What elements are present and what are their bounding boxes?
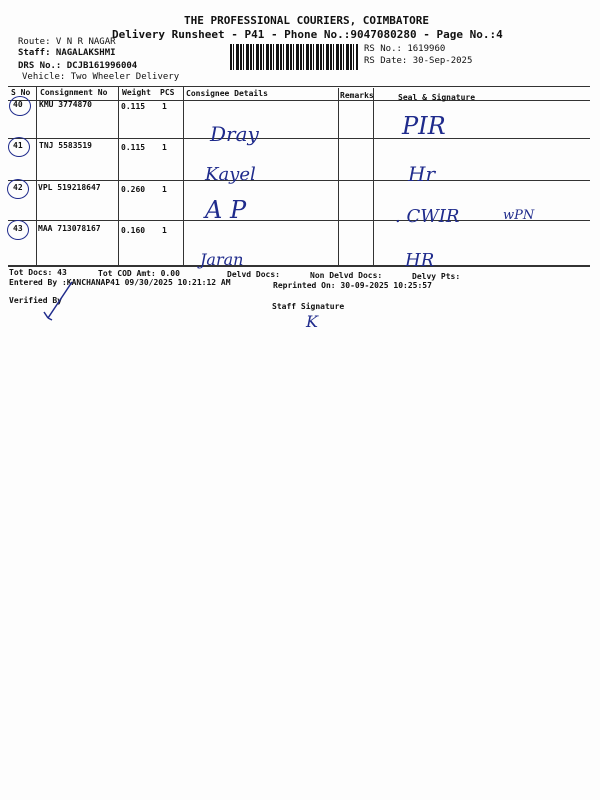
col-header-sno: S No: [11, 88, 31, 97]
rs-date: RS Date: 30-Sep-2025: [364, 56, 473, 66]
seal-signature: PIR: [402, 112, 446, 140]
weight: 0.115: [121, 102, 146, 111]
col-header-weight: Weight: [122, 88, 151, 97]
row-divider: [8, 220, 590, 221]
staff-signature-label: Staff Signature: [272, 302, 345, 311]
verified-by-signature-mark: [43, 281, 73, 321]
tot-cod-amt: Tot COD Amt: 0.00: [98, 269, 180, 278]
rs-no: RS No.: 1619960: [364, 44, 446, 54]
col-divider: [373, 88, 374, 265]
consignment-no: MAA 713078167: [38, 224, 101, 233]
sno-circle-mark: [7, 220, 29, 240]
sno-circle-mark: [8, 137, 30, 157]
pcs: 1: [162, 102, 167, 111]
sno-circle-mark: [7, 179, 29, 199]
route: Route: V N R NAGAR: [18, 37, 116, 47]
sno: 41: [13, 141, 23, 150]
weight: 0.160: [121, 226, 146, 235]
col-divider: [183, 86, 184, 265]
col-divider: [36, 86, 37, 265]
sno: 42: [13, 183, 23, 192]
pcs: 1: [162, 143, 167, 152]
vehicle: Vehicle: Two Wheeler Delivery: [22, 72, 180, 82]
verified-by-label: Verified By: [9, 296, 62, 305]
consignment-no: KMU 3774870: [39, 100, 92, 109]
seal-signature-extra: wPN: [503, 208, 535, 223]
table-bottom-border: [8, 265, 590, 267]
consignee-signature: Dray: [210, 122, 259, 146]
consignee-signature: Jaran: [200, 250, 244, 269]
col-header-remarks: Remarks: [340, 91, 374, 100]
sno-circle-mark: [9, 96, 31, 116]
consignment-no: VPL 519218647: [38, 183, 101, 192]
col-header-consignment: Consignment No: [40, 88, 108, 97]
table-top-border: [8, 86, 590, 87]
seal-signature: HR: [405, 250, 435, 271]
consignee-signature: Kayel: [205, 164, 256, 185]
drs-no: DRS No.: DCJB161996004: [18, 61, 138, 71]
col-divider: [118, 86, 119, 265]
seal-signature: . CWIR: [395, 206, 460, 227]
col-header-seal: Seal & Signature: [398, 93, 476, 102]
pcs: 1: [162, 226, 167, 235]
pcs: 1: [162, 185, 167, 194]
company-name: THE PROFESSIONAL COURIERS, COIMBATORE: [184, 14, 430, 27]
barcode: [230, 44, 358, 70]
sno: 40: [13, 100, 23, 109]
consignee-signature: A P: [205, 196, 247, 224]
staff: Staff: NAGALAKSHMI: [18, 48, 116, 58]
runsheet-title: Delivery Runsheet - P41 - Phone No.:9047…: [112, 28, 503, 41]
col-header-pcs: PCS: [160, 88, 175, 97]
staff-signature-mark: K: [306, 312, 318, 331]
row-divider: [8, 180, 590, 181]
col-divider: [338, 88, 339, 265]
entered-by: Entered By :KANCHANAP41 09/30/2025 10:21…: [9, 278, 231, 287]
weight: 0.115: [121, 143, 146, 152]
tot-docs: Tot Docs: 43: [9, 268, 67, 277]
row-divider: [8, 138, 590, 139]
non-delvd-docs: Non Delvd Docs:: [310, 271, 383, 280]
consignment-no: TNJ 5583519: [39, 141, 92, 150]
reprinted-on: Reprinted On: 30-09-2025 10:25:57: [273, 281, 432, 290]
weight: 0.260: [121, 185, 146, 194]
delvd-docs: Delvd Docs:: [227, 270, 280, 279]
seal-signature: Hr: [408, 162, 436, 186]
delvy-pts: Delvy Pts:: [412, 272, 461, 281]
col-header-consignee: Consignee Details: [186, 89, 268, 98]
sno: 43: [13, 224, 23, 233]
table-header-border: [8, 100, 590, 101]
